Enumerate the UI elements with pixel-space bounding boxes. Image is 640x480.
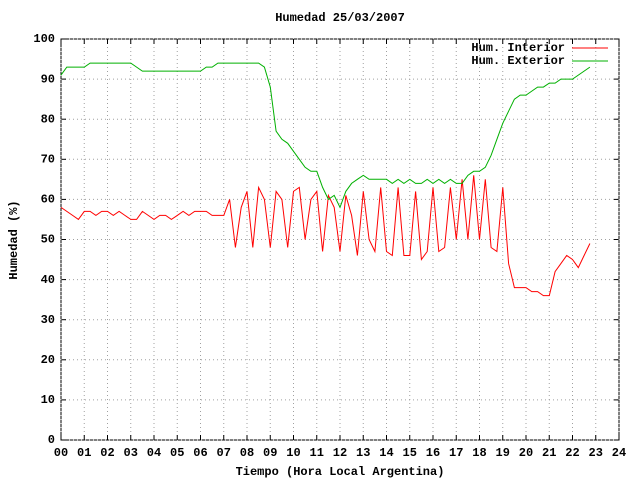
- x-tick-label: 08: [240, 446, 254, 460]
- y-tick-label: 20: [41, 353, 55, 367]
- y-tick-label: 90: [41, 72, 55, 86]
- x-tick-label: 18: [472, 446, 486, 460]
- x-tick-label: 22: [565, 446, 579, 460]
- y-tick-label: 40: [41, 273, 55, 287]
- x-tick-label: 05: [170, 446, 184, 460]
- data-line: [60, 62, 591, 209]
- x-tick-label: 09: [263, 446, 277, 460]
- x-tick-label: 23: [589, 446, 603, 460]
- y-tick-label: 70: [41, 152, 55, 166]
- x-tick-label: 17: [449, 446, 463, 460]
- x-tick-label: 20: [519, 446, 533, 460]
- y-tick-label: 50: [41, 233, 55, 247]
- x-tick-label: 14: [379, 446, 393, 460]
- x-tick-label: 12: [333, 446, 347, 460]
- x-tick-label: 19: [496, 446, 510, 460]
- x-tick-label: 16: [426, 446, 440, 460]
- y-tick-label: 60: [41, 193, 55, 207]
- legend-label: Hum. Exterior: [471, 54, 565, 68]
- y-tick-label: 0: [48, 433, 55, 447]
- x-tick-label: 06: [193, 446, 207, 460]
- x-tick-label: 10: [286, 446, 300, 460]
- data-line: [60, 175, 591, 297]
- x-tick-label: 15: [403, 446, 417, 460]
- x-tick-label: 01: [77, 446, 91, 460]
- y-tick-label: 100: [33, 32, 55, 46]
- y-tick-label: 80: [41, 112, 55, 126]
- y-tick-label: 10: [41, 393, 55, 407]
- chart-title: Humedad 25/03/2007: [275, 11, 405, 25]
- x-tick-label: 02: [100, 446, 114, 460]
- y-tick-label: 30: [41, 313, 55, 327]
- x-tick-label: 21: [542, 446, 556, 460]
- x-tick-label: 13: [356, 446, 370, 460]
- x-tick-label: 07: [217, 446, 231, 460]
- legend-label: Hum. Interior: [471, 41, 565, 55]
- x-tick-label: 24: [612, 446, 626, 460]
- x-tick-label: 11: [310, 446, 324, 460]
- y-axis-label: Humedad (%): [7, 200, 21, 279]
- x-tick-label: 00: [54, 446, 68, 460]
- x-tick-label: 04: [147, 446, 161, 460]
- x-axis-label: Tiempo (Hora Local Argentina): [236, 465, 445, 479]
- x-tick-label: 03: [124, 446, 138, 460]
